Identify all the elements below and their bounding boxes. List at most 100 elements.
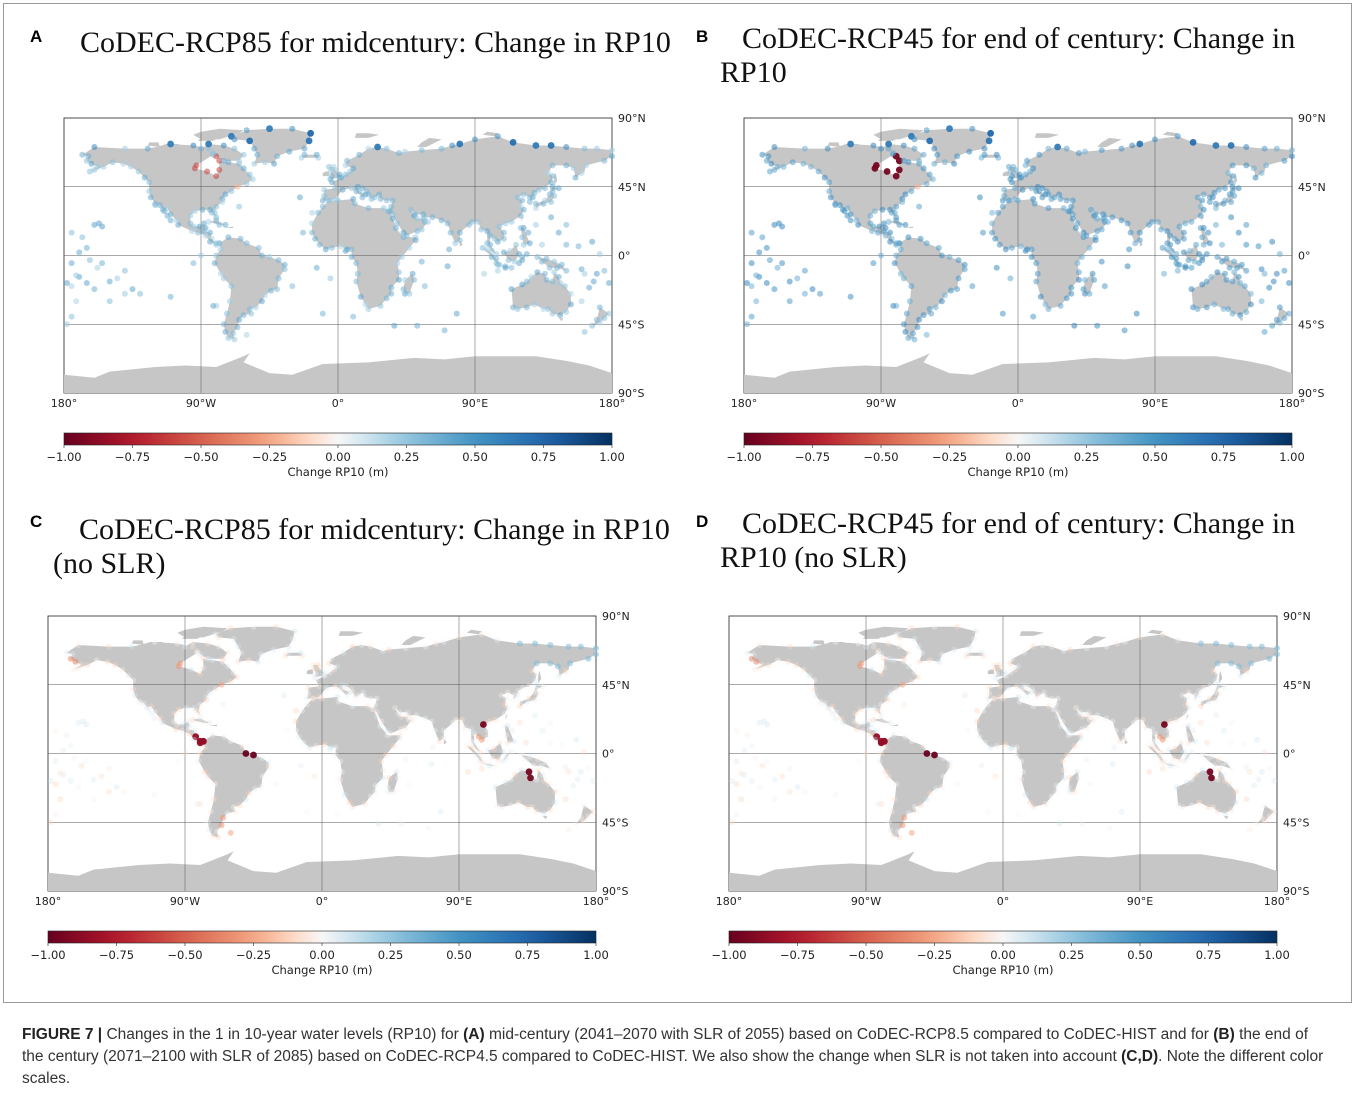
station-marker (199, 737, 207, 745)
station-marker (347, 686, 354, 693)
station-marker (1246, 768, 1253, 775)
station-marker (547, 719, 554, 726)
station-marker (297, 649, 304, 656)
station-marker (414, 228, 421, 235)
station-marker (759, 151, 766, 158)
landmass-devon (878, 137, 897, 141)
station-marker (1146, 768, 1153, 775)
station-marker (216, 166, 223, 173)
station-marker (402, 756, 409, 763)
landmass-novayaZemlya (1097, 137, 1122, 147)
station-marker (1226, 264, 1233, 271)
station-marker (880, 737, 888, 745)
station-marker (756, 249, 763, 256)
station-marker (99, 260, 106, 267)
station-marker (130, 677, 137, 684)
station-marker (765, 661, 772, 668)
station-marker (484, 246, 491, 253)
station-marker (919, 649, 926, 656)
station-marker (236, 203, 243, 210)
station-marker (999, 203, 1006, 210)
station-marker (200, 664, 207, 671)
landmass-philippines (1200, 228, 1210, 245)
station-marker (238, 649, 245, 656)
station-marker (1199, 257, 1206, 264)
station-marker (867, 730, 874, 737)
station-marker (1165, 733, 1172, 740)
y-tick-label: 90°N (618, 112, 646, 125)
station-marker (547, 739, 554, 746)
station-marker (384, 727, 391, 734)
station-marker (171, 710, 178, 717)
station-marker (75, 784, 82, 791)
station-marker (756, 719, 763, 726)
station-marker (1021, 649, 1028, 656)
station-marker (900, 275, 907, 282)
station-marker (1092, 237, 1099, 244)
station-marker (500, 229, 507, 236)
station-marker (1197, 719, 1204, 726)
station-marker (1085, 713, 1092, 720)
station-marker (379, 648, 386, 655)
colorbar-tick-label: 1.00 (1264, 948, 1290, 962)
station-marker (1214, 681, 1221, 688)
y-tick-label: 90°S (618, 387, 644, 400)
station-marker (981, 145, 988, 152)
station-marker (911, 336, 918, 343)
station-marker (1068, 203, 1075, 210)
station-marker (468, 726, 475, 733)
station-marker (916, 316, 923, 323)
station-marker (881, 664, 888, 671)
station-marker (1184, 695, 1191, 702)
station-marker (520, 191, 527, 198)
station-marker (340, 649, 347, 656)
station-marker (1112, 727, 1119, 734)
caption-seg: mid-century (2041–2070 with SLR of 2055)… (484, 1026, 1214, 1043)
station-marker (567, 660, 574, 667)
station-marker (774, 657, 781, 664)
colorbar-tick-label: 1.00 (583, 948, 609, 962)
station-marker (1079, 726, 1086, 733)
station-marker (94, 163, 101, 170)
station-marker (341, 791, 348, 798)
station-marker (204, 640, 211, 647)
station-marker (1054, 713, 1061, 720)
station-marker (763, 280, 770, 286)
station-marker (486, 718, 493, 725)
station-marker (871, 165, 879, 172)
station-marker (309, 695, 316, 702)
station-marker (285, 643, 292, 650)
station-marker (934, 151, 941, 158)
station-marker (243, 331, 250, 338)
station-marker (1225, 306, 1232, 312)
station-marker (337, 776, 344, 783)
station-marker (884, 697, 891, 703)
station-marker (523, 251, 530, 257)
station-marker (1208, 753, 1215, 760)
x-tick-label: 180° (35, 895, 62, 908)
station-marker (488, 254, 495, 260)
landmass-victoriaIsland (140, 642, 169, 649)
landmass-newGuinea (521, 755, 551, 769)
station-marker (980, 652, 987, 659)
station-marker (881, 719, 888, 726)
station-marker (1004, 684, 1011, 691)
station-marker (137, 290, 144, 297)
station-marker (120, 160, 127, 167)
station-marker (1036, 692, 1043, 699)
station-marker (871, 208, 878, 215)
station-marker (1258, 768, 1265, 775)
station-marker (246, 137, 254, 145)
station-marker (562, 796, 569, 803)
station-marker (847, 293, 854, 300)
station-marker (1068, 290, 1075, 297)
station-marker (515, 687, 522, 694)
station-marker (446, 246, 453, 253)
station-marker (235, 643, 242, 650)
station-marker (213, 217, 220, 224)
station-marker (197, 800, 204, 807)
station-marker (1086, 290, 1093, 297)
station-marker (931, 145, 938, 152)
station-marker (593, 145, 600, 152)
station-marker (504, 704, 511, 711)
